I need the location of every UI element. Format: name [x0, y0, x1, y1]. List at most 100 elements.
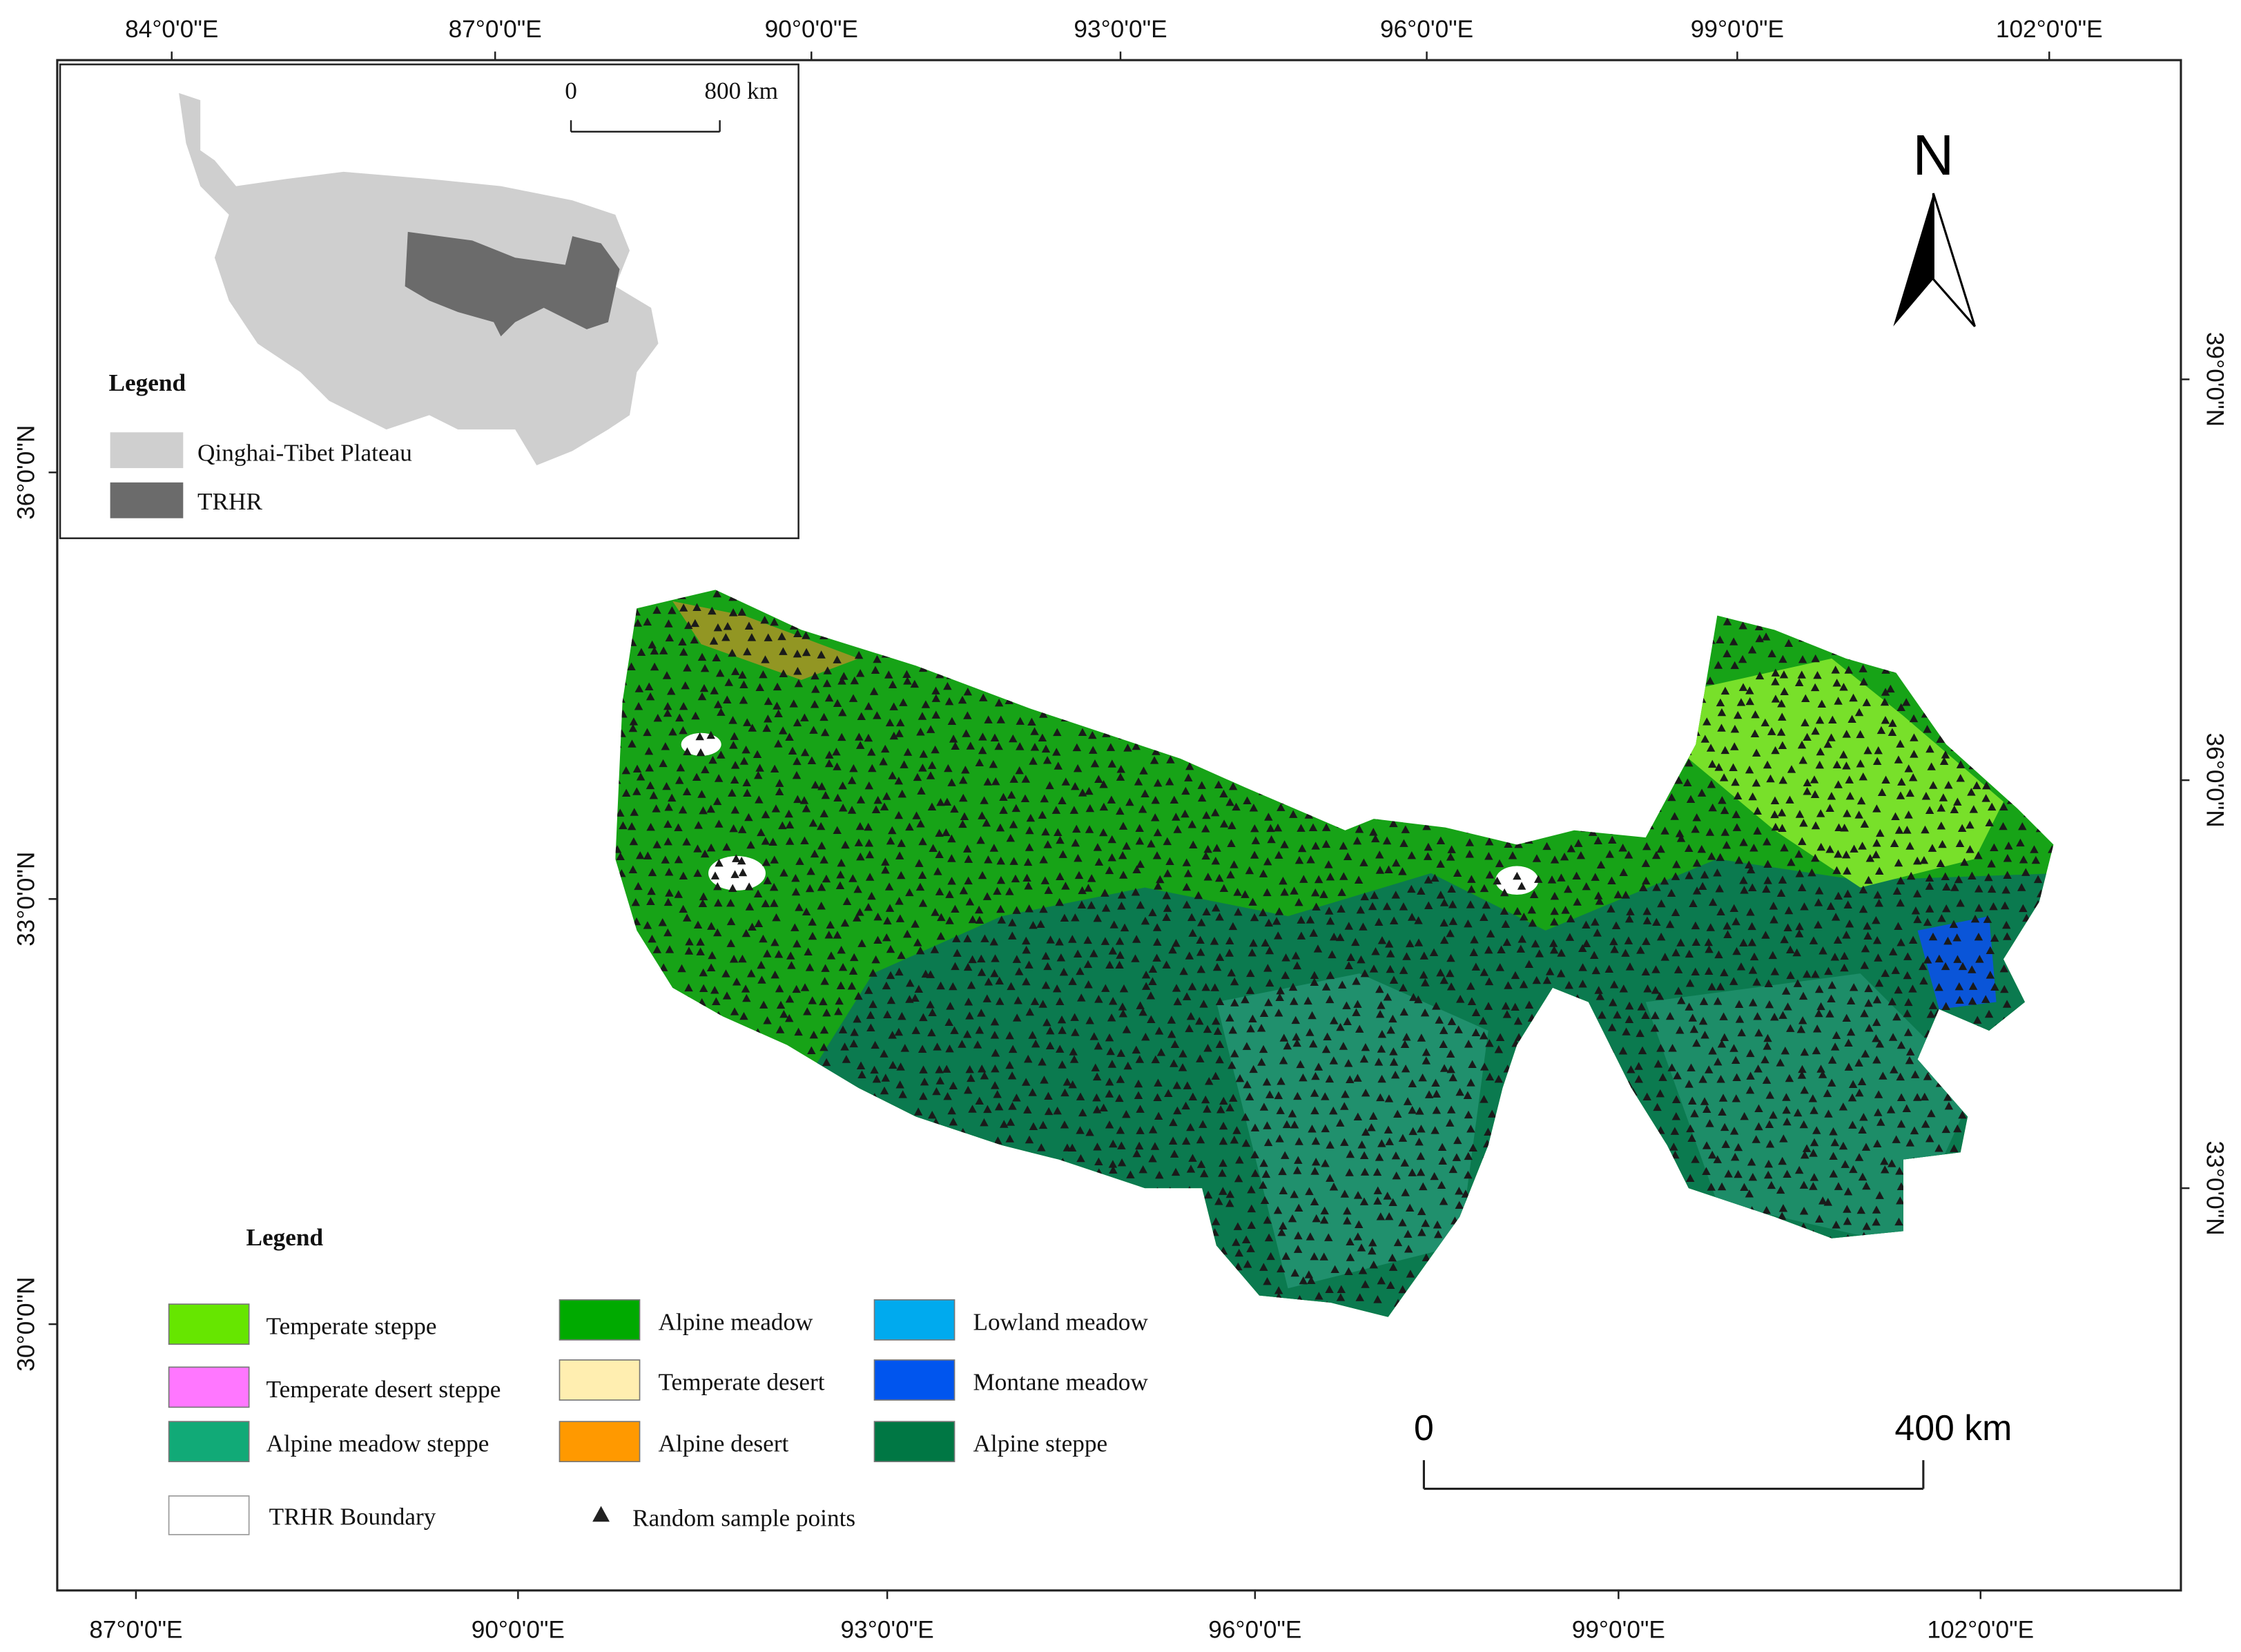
sample-point [1708, 803, 1717, 812]
sample-point [697, 790, 706, 798]
legend-item: Alpine meadow steppe [266, 1430, 489, 1457]
sample-point [1092, 1093, 1101, 1102]
sample-point [730, 732, 739, 740]
sample-point [1894, 922, 1903, 930]
sample-point [902, 929, 912, 938]
sample-point [775, 787, 784, 796]
sample-point [1842, 1013, 1851, 1022]
sample-point [1550, 917, 1559, 926]
sample-point [1353, 1191, 1363, 1199]
sample-point [1371, 834, 1380, 843]
sample-point [1201, 982, 1210, 991]
sample-point [1749, 844, 1758, 852]
sample-point [895, 1080, 904, 1089]
sample-point [1707, 982, 1716, 991]
sample-point [1123, 744, 1132, 752]
sample-point [1421, 978, 1430, 987]
sample-point [1793, 979, 1803, 987]
sample-point [1088, 730, 1097, 739]
sample-point [1432, 1106, 1442, 1114]
sample-point [1987, 802, 1997, 811]
sample-point [706, 963, 716, 971]
sample-point [1023, 1054, 1033, 1063]
sample-point [652, 605, 661, 614]
sample-point [1876, 1118, 1885, 1126]
sample-point [1970, 914, 1980, 923]
sample-point [871, 665, 880, 674]
sample-point [1608, 835, 1617, 844]
sample-point [1566, 914, 1575, 923]
sample-point [1356, 905, 1365, 914]
sample-point [1784, 906, 1794, 915]
sample-point [1274, 1286, 1283, 1294]
sample-point [1042, 1018, 1051, 1027]
sample-point [942, 797, 952, 806]
sample-point [1484, 1002, 1493, 1010]
sample-point [1707, 852, 1716, 860]
sample-point [1415, 1107, 1424, 1115]
sample-point [1108, 946, 1118, 955]
sample-point [1723, 617, 1732, 625]
sample-point [864, 902, 873, 911]
sample-point [1818, 1070, 1827, 1078]
sample-point [1248, 1014, 1257, 1023]
sample-point [1072, 743, 1082, 752]
sample-point [899, 698, 908, 706]
sample-point [864, 702, 873, 710]
sample-point [1921, 792, 1931, 800]
sample-point [1292, 1032, 1301, 1041]
sample-point [809, 726, 818, 734]
sample-point [1107, 759, 1117, 768]
sample-point [1138, 1165, 1147, 1174]
sample-point [1069, 806, 1079, 814]
sample-point [1041, 827, 1050, 836]
sample-point [1290, 1120, 1299, 1129]
sample-point [1660, 953, 1669, 961]
sample-point [1219, 1158, 1228, 1167]
sample-point [1179, 966, 1188, 975]
sample-point [1373, 1295, 1382, 1303]
sample-point [963, 962, 973, 971]
sample-point [1247, 1221, 1256, 1230]
sample-point [1847, 1093, 1857, 1102]
sample-point [1856, 796, 1866, 805]
sample-point [667, 793, 677, 802]
sample-point [1934, 1144, 1943, 1152]
sample-point [1641, 859, 1651, 867]
sample-point [1292, 1166, 1302, 1174]
sample-point [1652, 883, 1661, 891]
sample-point [1480, 968, 1489, 976]
sample-point [1439, 918, 1448, 927]
sample-point [1872, 839, 1881, 847]
sample-point [945, 916, 954, 924]
sample-point [784, 809, 793, 818]
sample-point [1015, 967, 1024, 975]
sample-point [958, 819, 967, 828]
sample-point [1874, 953, 1883, 962]
sample-point [1874, 1108, 1883, 1116]
sample-point [849, 953, 859, 962]
sample-point [889, 731, 899, 740]
sample-point [1288, 982, 1298, 991]
sample-point [634, 702, 643, 710]
sample-point [942, 1065, 951, 1073]
sample-point [1281, 953, 1290, 962]
sample-point [1625, 962, 1635, 971]
sample-point [855, 741, 865, 749]
sample-point [1642, 916, 1652, 924]
sample-point [1031, 1039, 1040, 1048]
sample-point [1566, 844, 1576, 853]
sample-point [708, 755, 717, 764]
legend-item: Montane meadow [973, 1369, 1149, 1396]
sample-point [1896, 898, 1905, 907]
sample-point [1249, 804, 1259, 812]
sample-point [1336, 933, 1345, 942]
sample-point [1417, 1125, 1426, 1133]
sample-point [1745, 1085, 1755, 1094]
sample-point [964, 876, 973, 885]
sample-point [1136, 859, 1145, 868]
sample-point [905, 888, 914, 897]
sample-point [1671, 1150, 1680, 1159]
sample-point [1329, 1106, 1338, 1115]
sample-point [1842, 730, 1851, 738]
